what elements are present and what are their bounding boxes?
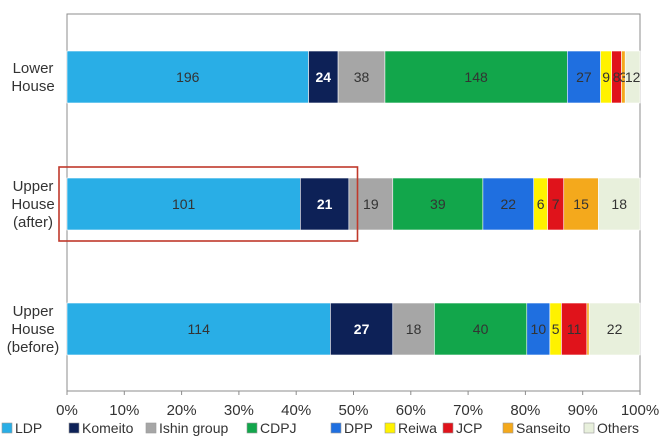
segment-value-label: 114 bbox=[188, 321, 211, 337]
bar-segment bbox=[563, 177, 599, 231]
bar-segment bbox=[330, 302, 394, 356]
segment-value-label: 9 bbox=[602, 69, 610, 85]
x-tick-label: 30% bbox=[224, 402, 254, 419]
segment-value-label: 5 bbox=[552, 321, 560, 337]
bar-segment bbox=[66, 302, 331, 356]
x-tick-label: 0% bbox=[56, 402, 78, 419]
bar-segment bbox=[384, 50, 568, 104]
bar-segment bbox=[624, 50, 641, 104]
bar-segment bbox=[434, 302, 528, 356]
bar-segment bbox=[348, 177, 394, 231]
category-label: House bbox=[11, 196, 54, 213]
bar-segment bbox=[66, 50, 309, 104]
legend-label: DPP bbox=[344, 420, 373, 436]
legend-label: CDPJ bbox=[260, 420, 297, 436]
bar-segment bbox=[392, 177, 484, 231]
segment-value-label: 38 bbox=[354, 69, 370, 85]
category-label: (before) bbox=[7, 339, 60, 356]
highlight-box-group bbox=[58, 166, 359, 242]
x-tick-label: 20% bbox=[167, 402, 197, 419]
x-tick-label: 50% bbox=[338, 402, 368, 419]
x-tick-label: 80% bbox=[510, 402, 540, 419]
category-label: Lower bbox=[13, 60, 54, 77]
legend-swatch bbox=[330, 422, 342, 434]
segment-value-label: 11 bbox=[567, 321, 582, 337]
segment-value-label: 15 bbox=[573, 196, 589, 212]
segment-value-label: 24 bbox=[316, 69, 332, 85]
x-tick-label: 70% bbox=[453, 402, 483, 419]
segment-value-label: 10 bbox=[531, 321, 547, 337]
bar-segment bbox=[586, 302, 590, 356]
legend-label: Komeito bbox=[82, 420, 134, 436]
legend-swatch bbox=[1, 422, 13, 434]
segment-value-label: 18 bbox=[611, 196, 627, 212]
legend-swatch bbox=[583, 422, 595, 434]
x-tick-label: 60% bbox=[396, 402, 426, 419]
category-label: Upper bbox=[13, 303, 54, 320]
legend-label: LDP bbox=[15, 420, 42, 436]
legend-swatch bbox=[68, 422, 80, 434]
bar-segment bbox=[566, 50, 601, 104]
segment-value-label: 196 bbox=[176, 69, 200, 85]
segment-value-label: 6 bbox=[537, 196, 545, 212]
legend-swatch bbox=[145, 422, 157, 434]
segment-value-label: 19 bbox=[363, 196, 379, 212]
segment-value-label: 18 bbox=[406, 321, 422, 337]
segment-value-label: 40 bbox=[473, 321, 489, 337]
segment-value-label: 21 bbox=[317, 196, 333, 212]
segment-value-label: 101 bbox=[172, 196, 196, 212]
bar-segment bbox=[482, 177, 535, 231]
x-tick-label: 90% bbox=[568, 402, 598, 419]
segment-value-label: 27 bbox=[576, 69, 592, 85]
segment-value-label: 8 bbox=[613, 69, 621, 85]
segment-value-label: 22 bbox=[607, 321, 623, 337]
legend-label: Sanseito bbox=[516, 420, 571, 436]
legend: LDP Komeito Ishin group CDPJ DPP Reiwa JCP Sans… bbox=[1, 420, 639, 436]
segment-value-label: 7 bbox=[552, 196, 560, 212]
bar-segment bbox=[392, 302, 435, 356]
segment-value-label: 39 bbox=[430, 196, 446, 212]
legend-label: JCP bbox=[456, 420, 482, 436]
legend-swatch bbox=[384, 422, 396, 434]
bar-segment bbox=[300, 177, 350, 231]
bar-segment bbox=[66, 177, 301, 231]
legend-swatch bbox=[442, 422, 454, 434]
segment-value-label: 12 bbox=[625, 69, 641, 85]
legend-swatch bbox=[502, 422, 514, 434]
x-tick-label: 100% bbox=[621, 402, 659, 419]
x-tick-label: 10% bbox=[109, 402, 139, 419]
segment-value-label: 22 bbox=[501, 196, 517, 212]
legend-label: Others bbox=[597, 420, 639, 436]
category-labels: LowerHouseUpperHouse(after)UpperHouse(be… bbox=[7, 60, 60, 356]
highlight-box bbox=[58, 166, 359, 242]
bar-segment bbox=[588, 302, 641, 356]
x-tick-label: 40% bbox=[281, 402, 311, 419]
segment-value-label: 3 bbox=[619, 69, 627, 85]
category-label: House bbox=[11, 321, 54, 338]
x-axis-ticks: 0% 10% 20% 30% 40% 50% 60% 70% 80% 90% 100% bbox=[56, 391, 659, 419]
legend-label: Reiwa bbox=[398, 420, 437, 436]
category-label: House bbox=[11, 78, 54, 95]
bar-segment bbox=[308, 50, 339, 104]
category-label: Upper bbox=[13, 178, 54, 195]
legend-swatch bbox=[246, 422, 258, 434]
segment-value-label: 148 bbox=[464, 69, 488, 85]
bar-segment bbox=[598, 177, 641, 231]
category-label: (after) bbox=[13, 214, 53, 231]
segment-value-label: 27 bbox=[354, 321, 370, 337]
legend-label: Ishin group bbox=[159, 420, 228, 436]
